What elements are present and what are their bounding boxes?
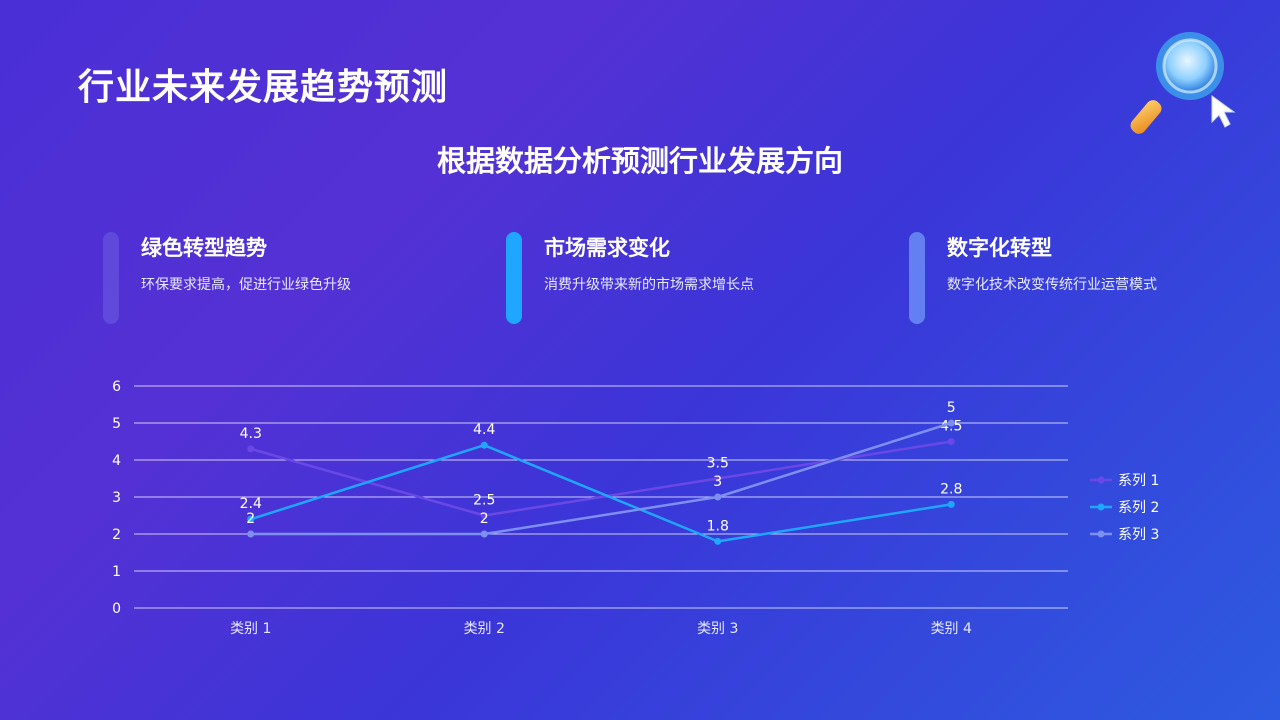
y-tick-label: 0 — [112, 601, 121, 617]
card-title: 绿色转型趋势 — [141, 236, 267, 260]
y-tick-label: 1 — [112, 564, 121, 580]
data-point — [947, 419, 955, 427]
page-subtitle: 根据数据分析预测行业发展方向 — [436, 144, 843, 178]
data-label: 3.5 — [707, 456, 729, 472]
y-tick-label: 2 — [112, 527, 121, 543]
data-label: 5 — [947, 400, 956, 416]
data-label: 2.5 — [473, 493, 495, 509]
cursor-icon — [1211, 95, 1236, 128]
data-point — [480, 512, 488, 519]
series-line — [250, 421, 952, 536]
legend-label: 系列 1 — [1118, 473, 1159, 489]
data-label: 4.4 — [473, 422, 495, 438]
data-label: 3 — [713, 474, 722, 490]
card-title: 市场需求变化 — [544, 236, 670, 260]
y-tick-label: 4 — [112, 453, 121, 469]
data-point — [480, 530, 488, 538]
data-point — [714, 493, 722, 501]
y-tick-label: 5 — [112, 416, 121, 432]
y-tick-label: 3 — [112, 490, 121, 506]
page-title: 行业未来发展趋势预测 — [78, 67, 449, 108]
card-accent-bar — [103, 232, 119, 324]
data-label: 2 — [246, 511, 255, 527]
x-tick-label: 类别 4 — [931, 621, 972, 637]
data-point — [480, 441, 488, 449]
card-title: 数字化转型 — [947, 236, 1052, 260]
x-tick-label: 类别 1 — [230, 621, 271, 637]
y-tick-label: 6 — [112, 379, 121, 395]
legend-label: 系列 2 — [1118, 500, 1159, 516]
legend-marker — [1097, 503, 1105, 511]
legend-marker — [1097, 476, 1105, 484]
data-label: 1.8 — [707, 518, 729, 534]
card-accent-bar — [909, 232, 925, 324]
card-green-transformation: 绿色转型趋势 环保要求提高，促进行业绿色升级 — [103, 230, 483, 325]
data-label: 2 — [480, 511, 489, 527]
magnifier-icon — [1130, 32, 1236, 134]
data-point — [947, 438, 955, 445]
legend-label: 系列 3 — [1118, 527, 1159, 543]
data-point — [947, 500, 955, 508]
legend-marker — [1097, 530, 1105, 538]
data-point — [714, 475, 722, 482]
x-tick-label: 类别 2 — [464, 621, 505, 637]
data-point — [247, 530, 255, 538]
card-description: 消费升级带来新的市场需求增长点 — [544, 277, 754, 293]
card-description: 数字化技术改变传统行业运营模式 — [947, 277, 1157, 293]
card-accent-bar — [506, 232, 522, 324]
data-point — [247, 445, 255, 453]
data-label: 2.4 — [240, 496, 262, 512]
series-line — [250, 443, 952, 543]
series-line — [250, 440, 952, 517]
x-tick-label: 类别 3 — [697, 621, 738, 637]
data-label: 2.8 — [940, 481, 962, 497]
data-point — [247, 515, 255, 523]
card-description: 环保要求提高，促进行业绿色升级 — [141, 277, 351, 293]
card-digital-transformation: 数字化转型 数字化技术改变传统行业运营模式 — [909, 230, 1280, 325]
card-market-demand: 市场需求变化 消费升级带来新的市场需求增长点 — [506, 230, 886, 325]
data-point — [714, 537, 722, 545]
data-label: 4.3 — [240, 426, 262, 442]
